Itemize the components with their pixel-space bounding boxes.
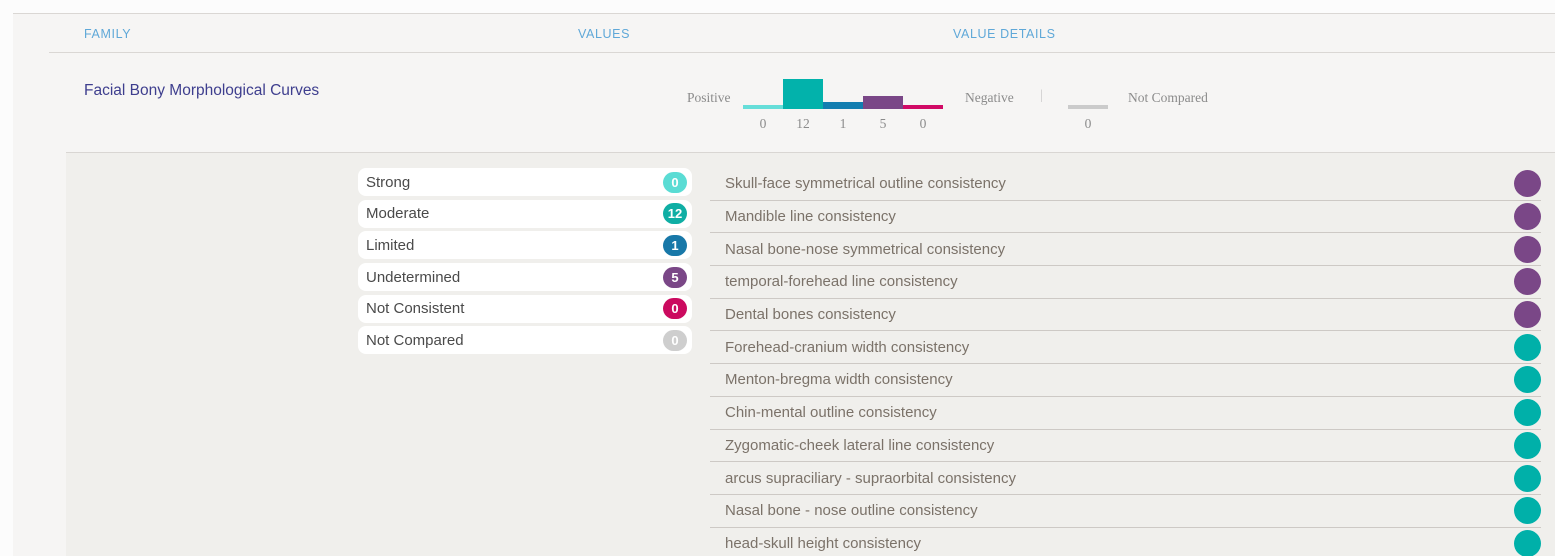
histogram-segment-moderate [783,79,823,109]
histogram-positive-label: Positive [687,90,731,105]
value-summary-row[interactable]: Not Consistent 0 [358,294,692,323]
value-detail-label: arcus supraciliary - supraorbital consis… [725,469,1016,487]
value-count-badge: 0 [663,298,687,320]
value-status-dot-moderate [1514,399,1541,427]
value-summary-label: Moderate [366,205,430,223]
value-status-dot-moderate [1514,497,1541,525]
histogram-not-compared-label: Not Compared [1128,90,1208,105]
histogram-segment-not-consistent [903,105,943,109]
histogram-tick-strong: 0 [759,116,767,131]
value-detail-label: Skull-face symmetrical outline consisten… [725,175,1006,193]
value-detail-row[interactable]: Skull-face symmetrical outline consisten… [710,168,1541,201]
value-detail-row[interactable]: Nasal bone-nose symmetrical consistency [710,233,1541,267]
family-detail-panel: Strong 0 Moderate 12 Limited 1 Undetermi… [66,152,1555,556]
value-summary-row[interactable]: Not Compared 0 [358,326,692,355]
histogram-negative-label: Negative [965,90,1014,105]
value-status-dot-undetermined [1514,268,1541,296]
value-summary-label: Undetermined [366,268,461,286]
value-detail-label: Mandible line consistency [725,208,896,226]
value-summary-label: Not Compared [366,331,464,349]
value-count-badge: 0 [663,171,687,193]
value-summary-row[interactable]: Limited 1 [358,231,692,260]
value-count-badge: 12 [663,203,687,225]
value-summary-row[interactable]: Strong 0 [358,168,692,196]
value-detail-row[interactable]: arcus supraciliary - supraorbital consis… [710,462,1541,495]
value-detail-label: Menton-bregma width consistency [725,371,953,389]
value-status-dot-moderate [1514,529,1541,556]
values-histogram: Positive 0 12 1 5 0 Negative | 0 Not Compare… [687,53,1287,151]
value-detail-row[interactable]: Forehead-cranium width consistency [710,331,1541,365]
histogram-not-compared-bar [1068,105,1108,109]
value-detail-row[interactable]: Dental bones consistency [710,299,1541,332]
value-detail-label: Nasal bone - nose outline consistency [725,502,978,520]
histogram-segment-strong [743,105,783,109]
value-detail-label: Chin-mental outline consistency [725,404,937,422]
histogram-tick-undetermined: 5 [879,116,887,131]
value-status-dot-moderate [1514,366,1541,394]
value-detail-row[interactable]: Chin-mental outline consistency [710,397,1541,430]
histogram-separator: | [1040,88,1043,103]
value-detail-label: Dental bones consistency [725,306,896,324]
column-header-value-details: VALUE DETAILS [953,27,1056,41]
families-table-panel: FAMILY VALUES VALUE DETAILS Facial Bony … [13,13,1555,556]
value-detail-label: Zygomatic-cheek lateral line consistency [725,436,995,454]
value-status-dot-moderate [1514,333,1541,361]
value-count-badge: 1 [663,234,687,256]
histogram-not-compared-value: 0 [1084,116,1092,131]
column-header-values: VALUES [578,27,631,41]
values-summary-list: Strong 0 Moderate 12 Limited 1 Undetermi… [358,168,692,358]
value-status-dot-moderate [1514,431,1541,459]
value-summary-row[interactable]: Moderate 12 [358,199,692,228]
value-detail-row[interactable]: temporal-forehead line consistency [710,266,1541,299]
histogram-segment-limited [823,102,863,109]
value-detail-row[interactable]: Menton-bregma width consistency [710,364,1541,397]
value-detail-row[interactable]: Nasal bone - nose outline consistency [710,495,1541,528]
value-status-dot-undetermined [1514,170,1541,198]
value-detail-label: Forehead-cranium width consistency [725,338,970,356]
value-summary-label: Not Consistent [366,300,465,318]
histogram-tick-not-consistent: 0 [919,116,927,131]
value-status-dot-moderate [1514,464,1541,492]
value-detail-label: head-skull height consistency [725,534,921,552]
table-header: FAMILY VALUES VALUE DETAILS [13,14,1555,53]
value-status-dot-undetermined [1514,235,1541,263]
histogram-tick-values: 0 12 1 5 0 [743,116,943,132]
value-status-dot-undetermined [1514,203,1541,231]
value-summary-label: Strong [366,173,411,191]
value-count-badge: 0 [663,329,687,351]
value-detail-row[interactable]: Mandible line consistency [710,201,1541,234]
histogram-bars [743,79,943,109]
value-summary-row[interactable]: Undetermined 5 [358,263,692,292]
value-detail-label: temporal-forehead line consistency [725,273,958,291]
value-detail-label: Nasal bone-nose symmetrical consistency [725,240,1006,258]
value-details-list: Skull-face symmetrical outline consisten… [710,168,1541,556]
column-header-family: FAMILY [84,27,132,41]
value-count-badge: 5 [663,266,687,288]
value-status-dot-undetermined [1514,301,1541,329]
value-detail-row[interactable]: head-skull height consistency [710,528,1541,556]
value-detail-row[interactable]: Zygomatic-cheek lateral line consistency [710,430,1541,463]
family-name: Facial Bony Morphological Curves [84,82,320,99]
histogram-tick-moderate: 12 [796,116,810,131]
value-summary-label: Limited [366,236,415,254]
histogram-segment-undetermined [863,96,903,109]
histogram-tick-limited: 1 [839,116,847,131]
family-row[interactable]: Facial Bony Morphological Curves Positiv… [13,53,1555,151]
